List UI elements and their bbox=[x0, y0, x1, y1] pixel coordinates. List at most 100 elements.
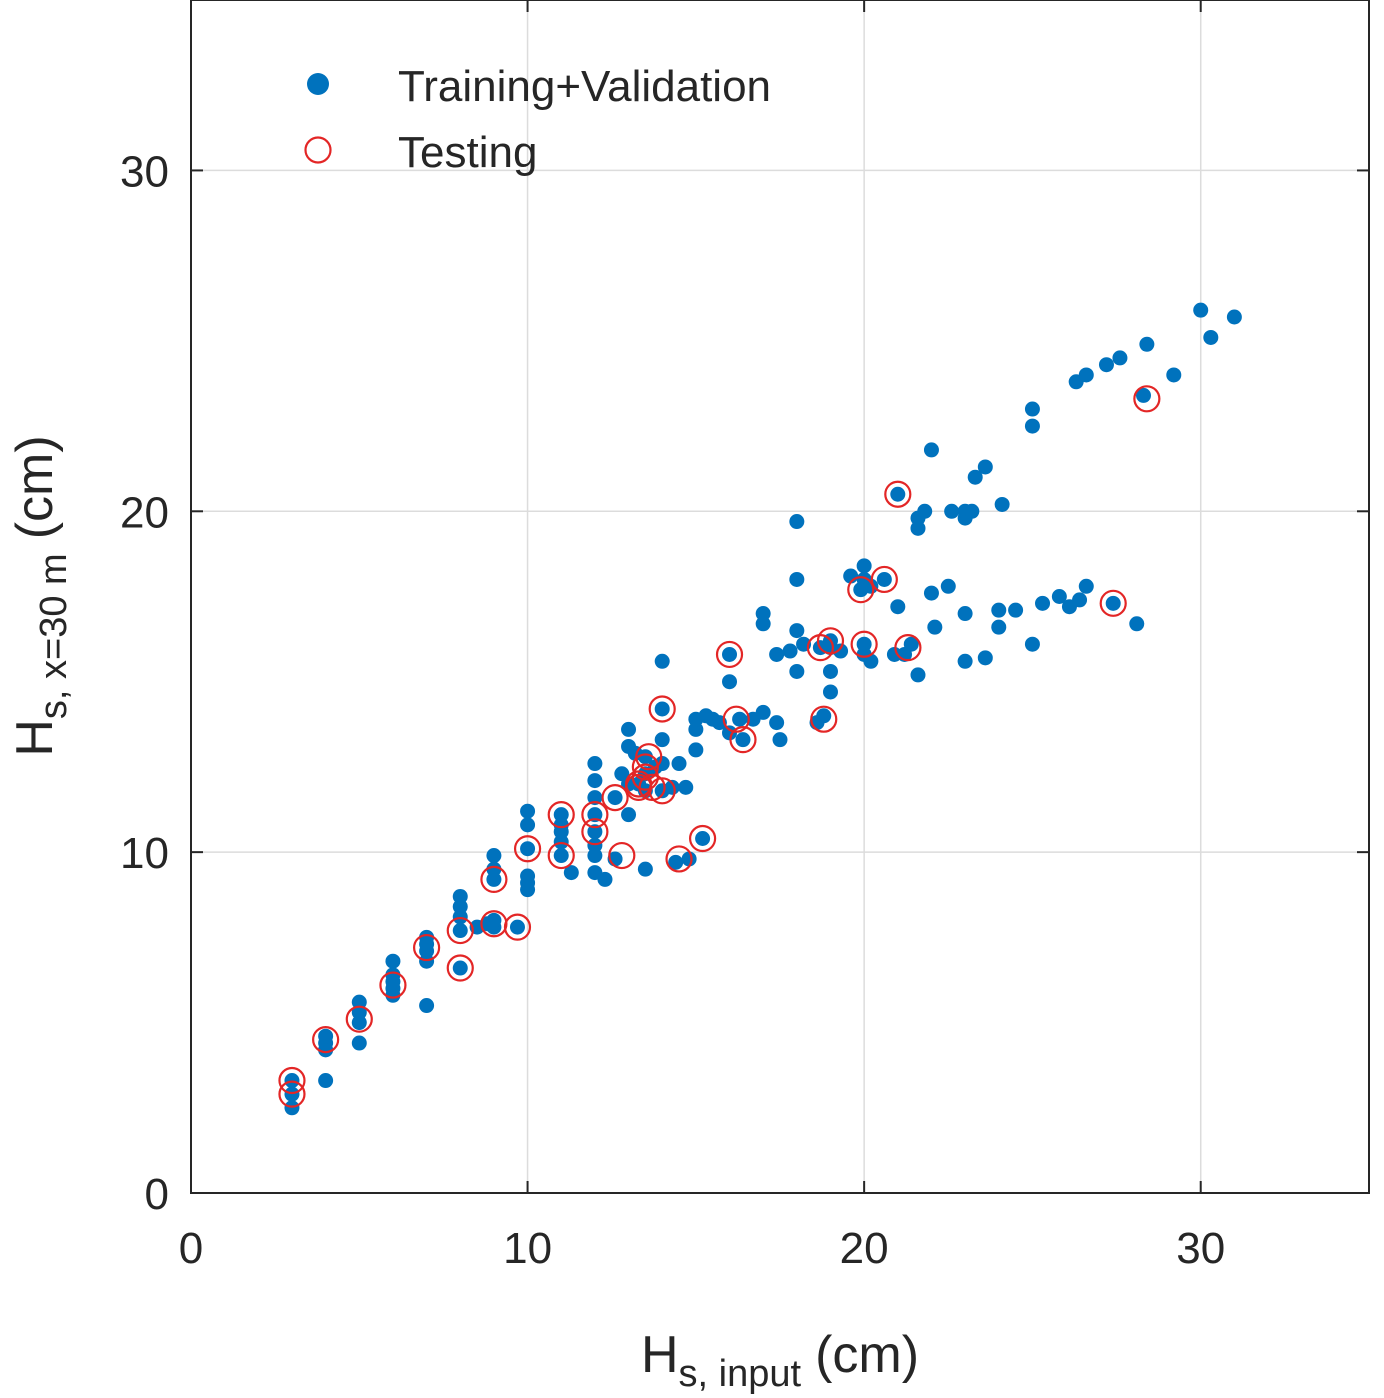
x-axis-title: Hs, input (cm) bbox=[641, 1326, 919, 1395]
training-point bbox=[452, 888, 468, 904]
training-point bbox=[789, 623, 805, 639]
training-point bbox=[318, 1073, 334, 1089]
training-point bbox=[1078, 578, 1094, 594]
training-point bbox=[1166, 367, 1182, 383]
training-point bbox=[1024, 401, 1040, 417]
training-point bbox=[452, 923, 468, 939]
training-point bbox=[563, 865, 579, 881]
training-point bbox=[1112, 350, 1128, 366]
training-point bbox=[789, 514, 805, 530]
training-point bbox=[1078, 367, 1094, 383]
training-point bbox=[351, 994, 367, 1010]
training-point bbox=[520, 868, 536, 884]
training-point bbox=[587, 837, 603, 853]
training-point bbox=[486, 912, 502, 928]
training-point bbox=[1203, 329, 1219, 345]
training-point bbox=[927, 619, 943, 635]
training-point bbox=[735, 732, 751, 748]
training-point bbox=[994, 496, 1010, 512]
y-tick-label: 0 bbox=[145, 1170, 169, 1219]
testing-point bbox=[581, 818, 609, 846]
training-point bbox=[769, 646, 785, 662]
training-point bbox=[772, 732, 788, 748]
training-point bbox=[587, 824, 603, 840]
training-point bbox=[890, 486, 906, 502]
legend-label-testing: Testing bbox=[398, 128, 537, 177]
training-point bbox=[351, 1035, 367, 1051]
training-point bbox=[587, 807, 603, 823]
x-tick-label: 0 bbox=[179, 1224, 203, 1273]
training-point bbox=[977, 459, 993, 475]
training-point bbox=[890, 599, 906, 615]
training-point bbox=[967, 469, 983, 485]
training-point bbox=[755, 606, 771, 622]
testing-point bbox=[729, 726, 757, 754]
testing-point bbox=[850, 630, 878, 658]
training-point bbox=[722, 725, 738, 741]
training-point bbox=[664, 779, 680, 795]
training-point bbox=[991, 619, 1007, 635]
training-point bbox=[1226, 309, 1242, 325]
training-point bbox=[722, 646, 738, 662]
training-point bbox=[923, 585, 939, 601]
testing-point bbox=[446, 954, 474, 982]
testing-point bbox=[278, 1080, 306, 1108]
y-tick-label: 20 bbox=[120, 488, 169, 537]
training-point bbox=[833, 643, 849, 659]
training-point bbox=[1008, 602, 1024, 618]
testing-point bbox=[847, 576, 875, 604]
training-point bbox=[637, 749, 653, 765]
plot-frame bbox=[190, 0, 1370, 1194]
training-point bbox=[1193, 302, 1209, 318]
testing-point bbox=[547, 841, 575, 870]
training-point bbox=[688, 742, 704, 758]
testing-point bbox=[480, 865, 508, 894]
legend: Training+Validation Testing bbox=[304, 62, 771, 177]
training-point bbox=[876, 571, 892, 587]
training-point bbox=[755, 704, 771, 720]
training-point bbox=[553, 848, 569, 864]
testing-point bbox=[648, 695, 676, 723]
training-point bbox=[940, 578, 956, 594]
training-point bbox=[419, 929, 435, 945]
training-point bbox=[385, 967, 401, 983]
testing-point bbox=[513, 835, 542, 863]
training-point bbox=[695, 831, 711, 847]
training-point bbox=[385, 953, 401, 969]
training-point bbox=[977, 650, 993, 666]
training-point bbox=[520, 817, 536, 833]
training-point bbox=[923, 442, 939, 458]
training-point bbox=[822, 684, 838, 700]
testing-point bbox=[1099, 589, 1127, 617]
testing-point bbox=[665, 845, 693, 873]
x-tick-label: 30 bbox=[1176, 1224, 1225, 1273]
testing-point bbox=[345, 1005, 373, 1033]
training-point bbox=[678, 779, 694, 795]
legend-marker-training-validation bbox=[307, 73, 329, 95]
training-point bbox=[769, 715, 785, 731]
training-point bbox=[863, 578, 879, 594]
testing-point bbox=[722, 705, 750, 733]
training-point bbox=[1024, 636, 1040, 652]
training-point bbox=[822, 663, 838, 679]
testing-point bbox=[413, 933, 441, 962]
training-point bbox=[991, 602, 1007, 618]
training-point bbox=[284, 1086, 300, 1102]
testing-point bbox=[446, 916, 474, 945]
testing-point bbox=[648, 777, 676, 805]
training-point bbox=[520, 841, 536, 857]
training-point bbox=[917, 503, 933, 519]
training-point bbox=[1051, 589, 1067, 604]
x-tick-label: 10 bbox=[503, 1224, 552, 1273]
testing-point bbox=[601, 784, 629, 812]
training-point bbox=[681, 851, 697, 867]
training-point bbox=[452, 960, 468, 976]
training-point bbox=[621, 807, 637, 823]
training-point bbox=[1072, 592, 1088, 608]
training-point bbox=[722, 674, 738, 690]
training-point bbox=[486, 848, 502, 864]
data-series bbox=[278, 302, 1242, 1116]
training-point bbox=[1129, 616, 1145, 632]
testing-point bbox=[1133, 385, 1161, 413]
